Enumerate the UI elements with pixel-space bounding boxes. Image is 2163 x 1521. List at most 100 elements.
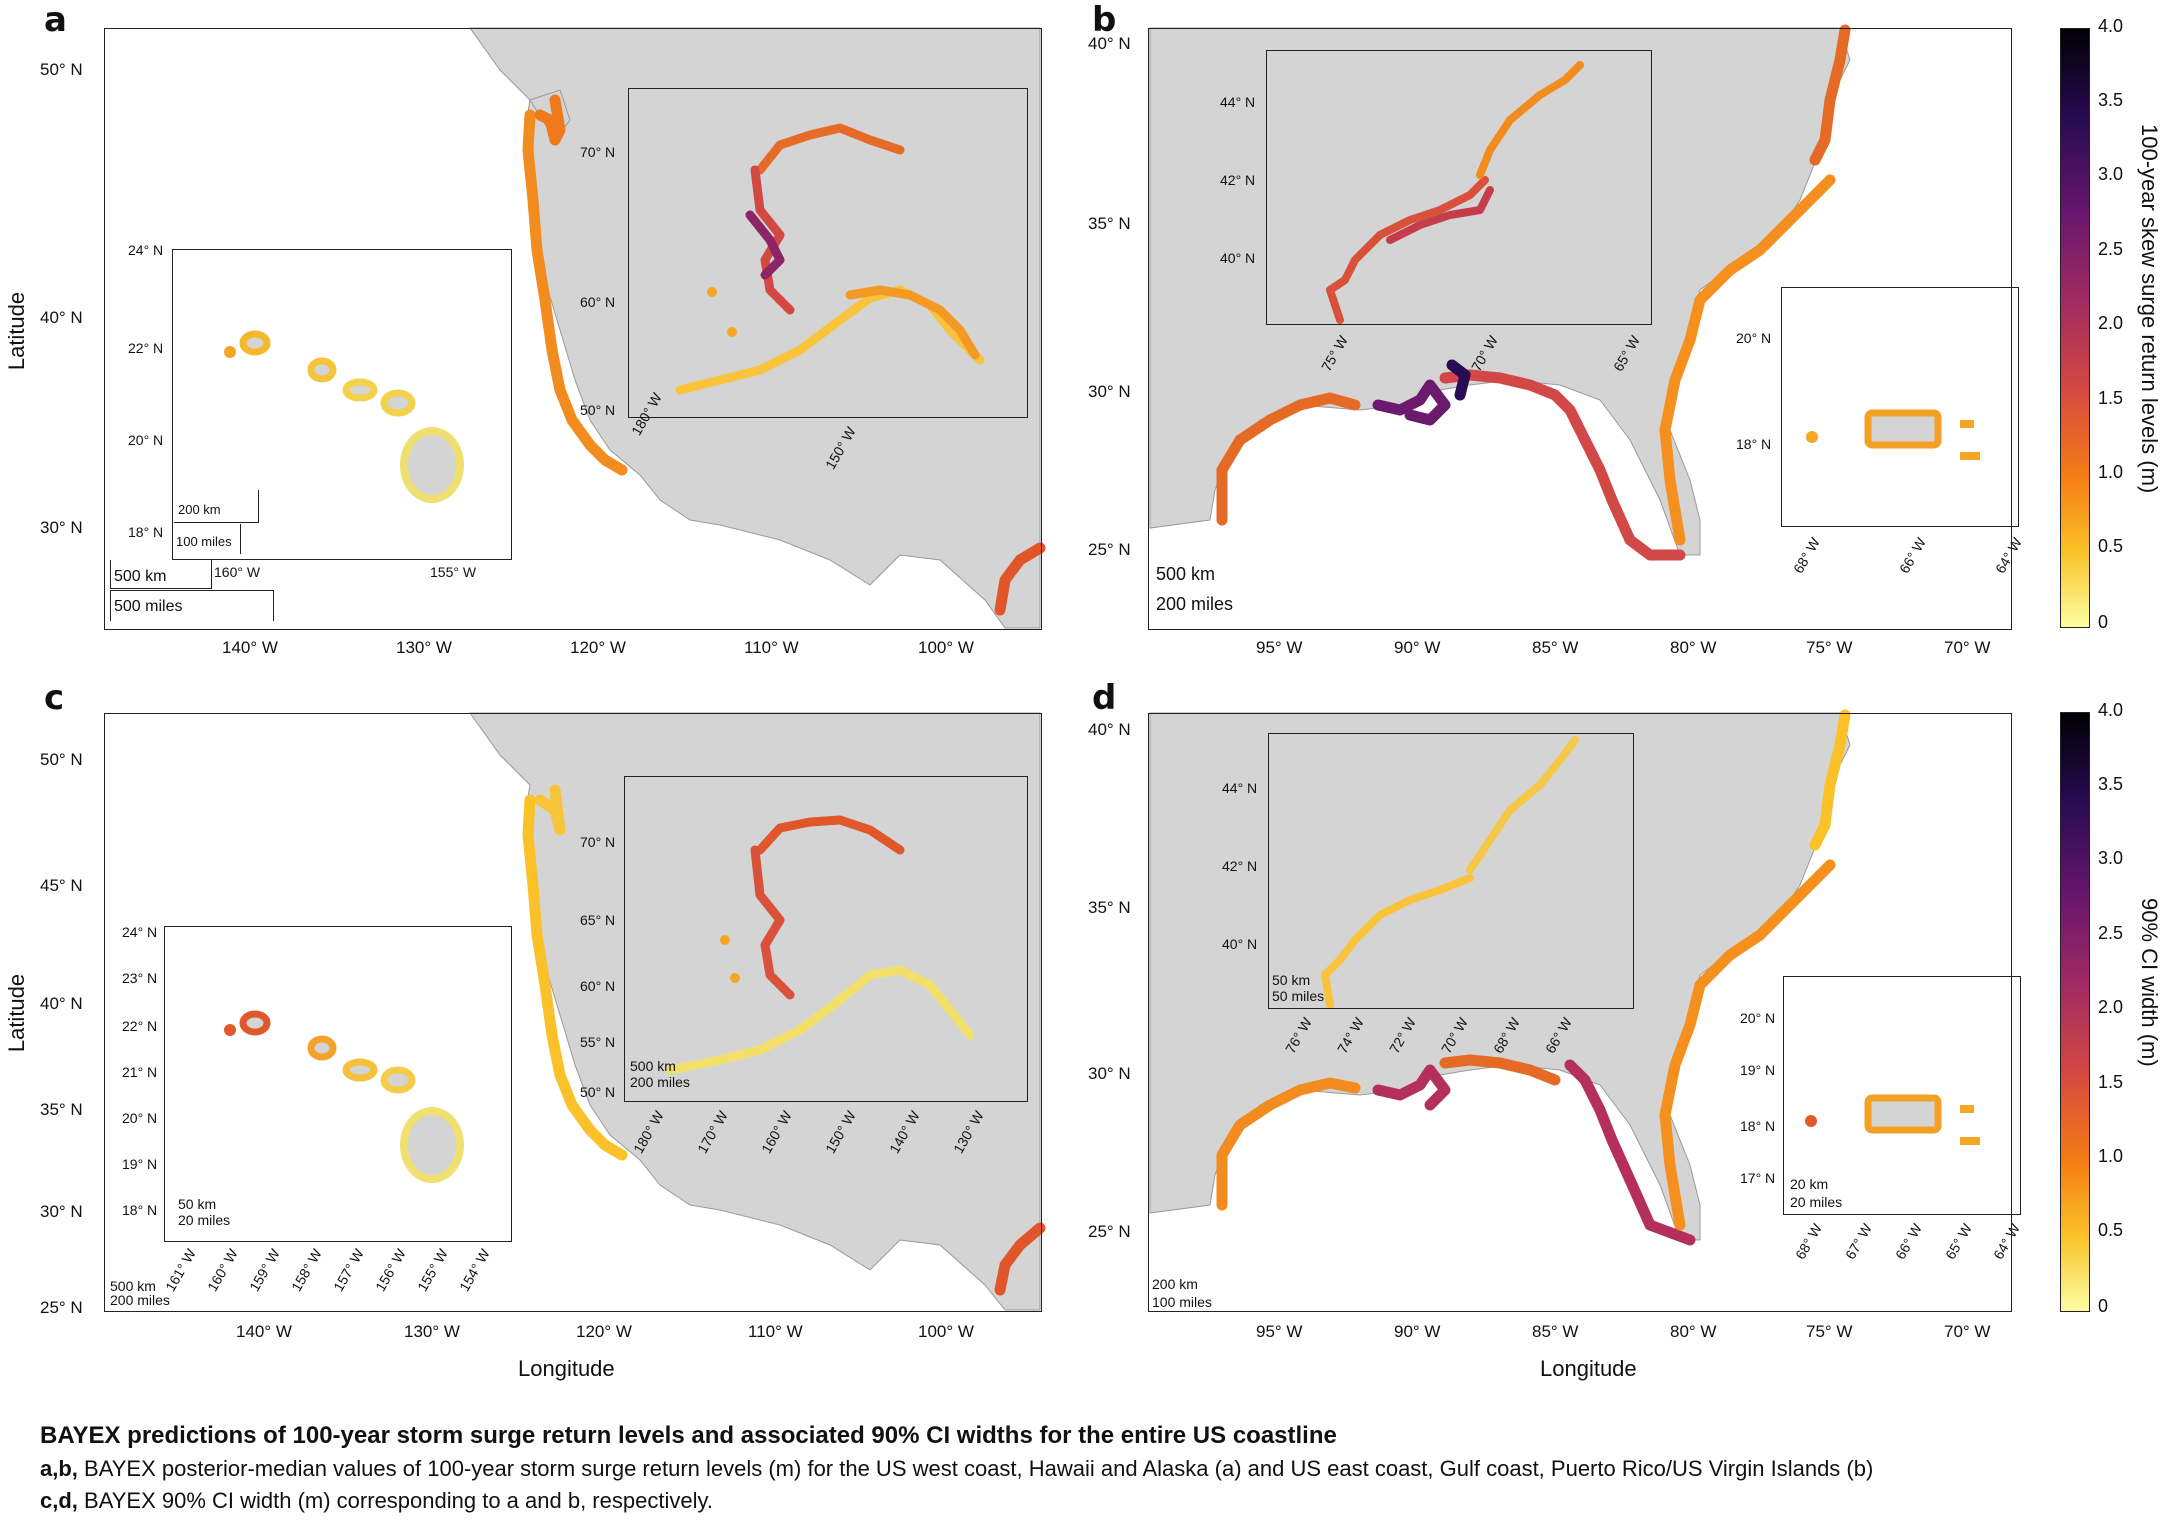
panel-b-ytick: 40° N [1088,34,1131,53]
panel-d-xtick: 95° W [1256,1322,1303,1341]
caption-prefix: a,b, [40,1456,78,1481]
panel-d-letter: d [1092,678,1117,718]
panel-a-frame [104,28,1042,630]
panel-d-xtick: 75° W [1806,1322,1853,1341]
panel-d-ytick: 25° N [1088,1222,1131,1241]
panel-a-xtick: 120° W [570,638,626,657]
cbar-tick: 4.0 [2098,16,2124,36]
inset-a-scale-mi: 100 miles [176,534,232,549]
cbar-tick: 1.0 [2098,462,2124,482]
inset-ytick: 20° N [1740,1010,1776,1026]
panel-c-scale-mi: 200 miles [110,1292,170,1308]
inset-ytick: 40° N [1220,250,1256,266]
cbar-tick: 3.0 [2098,848,2124,868]
inset-ytick: 50° N [580,1084,616,1100]
inset-ytick: 19° N [1740,1062,1776,1078]
inset-ytick: 50° N [580,402,616,418]
inset-ytick: 18° N [122,1202,158,1218]
panel-a-xtick: 110° W [744,638,799,657]
inset-ytick: 60° N [580,978,616,994]
inset-ytick: 19° N [122,1156,158,1172]
inset-b-pr-art [1806,409,1980,460]
panel-a-xtick: 100° W [918,638,974,657]
panel-b-inset-northeast [1266,50,1652,325]
panel-d-inset-pr [1783,976,2021,1215]
panel-c-ytick: 30° N [40,1202,83,1221]
cbar-tick: 2.5 [2098,923,2124,943]
panel-c-letter: c [44,678,65,718]
inset-ytick: 65° N [580,912,616,928]
inset-ytick: 40° N [1222,936,1258,952]
caption-prefix: c,d, [40,1488,78,1513]
panel-d-coast [1216,709,1851,1246]
panel-a-ylabel: Latitude [4,291,30,371]
inset-a-scale-km: 200 km [178,502,221,517]
panel-d-ytick: 30° N [1088,1064,1131,1083]
inset-ytick: 24° N [122,924,158,940]
inset-c-scale-mi: 20 miles [178,1212,231,1228]
panel-d-inset-northeast [1268,733,1634,1009]
panel-d-ytick: 35° N [1088,898,1131,917]
inset-c-scale-km: 50 km [178,1196,217,1212]
panel-c-xtick: 110° W [748,1322,803,1341]
panel-b-xtick: 70° W [1944,638,1991,657]
inset-ytick: 17° N [1740,1170,1776,1186]
panel-a-xtick: 130° W [396,638,452,657]
inset-c-ak-scale-km: 500 km [630,1058,676,1074]
panel-a-letter: a [44,0,67,40]
panel-d-xtick: 85° W [1532,1322,1579,1341]
cbar-tick: 3.5 [2098,774,2124,794]
inset-ytick: 44° N [1222,780,1258,796]
inset-d-pr-art [1805,1094,1980,1145]
cbar-tick: 2.5 [2098,239,2124,259]
cbar-tick: 1.5 [2098,1072,2124,1092]
panel-a-inset-hawaii [172,249,512,560]
inset-xtick: 160° W [214,564,261,580]
cbar-tick: 0.5 [2098,1220,2124,1240]
panel-c-xtick: 130° W [404,1322,460,1341]
inset-ytick: 20° N [128,432,164,448]
inset-c-alaska-art [665,815,975,1075]
inset-a-scale-mi-bar [174,524,241,554]
figure-caption-title: BAYEX predictions of 100-year storm surg… [40,1422,1337,1449]
inset-xtick: 155° W [430,564,477,580]
inset-ytick: 42° N [1220,172,1256,188]
panel-d-frame [1148,713,2012,1312]
inset-ytick: 55° N [580,1034,616,1050]
panel-c-scale-km: 500 km [110,1278,156,1294]
inset-c-hawaii-art [224,1010,464,1183]
inset-ytick: 44° N [1220,94,1256,110]
inset-ytick: 21° N [122,1064,158,1080]
panel-b-letter: b [1092,0,1117,40]
panel-c-inset-hawaii [164,926,512,1242]
panel-a-coast [522,94,1046,616]
cbar-tick: 2.0 [2098,997,2124,1017]
panel-d-scale-mi: 100 miles [1152,1294,1212,1310]
inset-ytick: 24° N [128,242,164,258]
figure-caption-line-2: c,d, BAYEX 90% CI width (m) correspondin… [40,1488,713,1514]
inset-ytick: 22° N [128,340,164,356]
inset-ytick: 23° N [122,970,158,986]
inset-d-scale-km: 50 km [1272,972,1311,988]
panel-c-xlabel: Longitude [518,1356,615,1381]
cbar-tick: 0 [2098,612,2109,632]
inset-ytick: 18° N [1740,1118,1776,1134]
panel-c-ytick: 50° N [40,750,83,769]
inset-ytick: 42° N [1222,858,1258,874]
inset-a-hawaii-art [224,330,464,503]
cbar-tick: 4.0 [2098,700,2124,720]
panel-a-ytick: 30° N [40,518,83,537]
panel-c-coast [522,784,1046,1296]
inset-ytick: 18° N [1736,436,1772,452]
panel-d-xtick: 70° W [1944,1322,1991,1341]
panel-b-ytick: 30° N [1088,382,1131,401]
inset-d-scale-mi: 50 miles [1272,988,1325,1004]
panel-b-ytick: 25° N [1088,540,1131,559]
figure-caption-line-1: a,b, BAYEX posterior-median values of 10… [40,1456,1873,1482]
inset-ytick: 70° N [580,834,616,850]
panel-c-inset-alaska [624,776,1028,1102]
panel-b-scale-km: 500 km [1156,564,1216,584]
inset-ytick: 20° N [122,1110,158,1126]
inset-a-scale-km-bar [174,490,259,523]
